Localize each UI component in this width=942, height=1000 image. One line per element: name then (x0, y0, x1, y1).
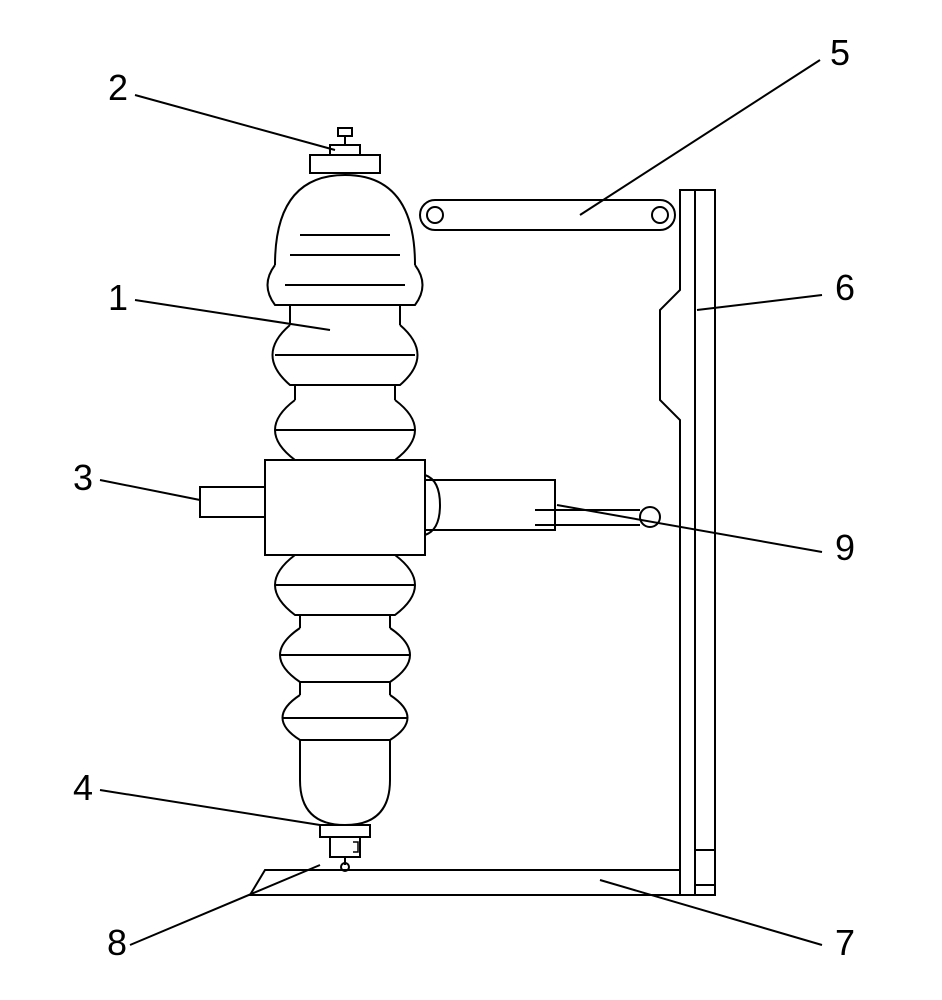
label-5: 5 (830, 32, 850, 73)
label-4: 4 (73, 767, 93, 808)
top-terminal (310, 128, 380, 173)
bottom-platform (250, 870, 680, 895)
middle-support-arm (535, 507, 660, 527)
label-9: 9 (835, 527, 855, 568)
upper-support-arm (420, 200, 675, 230)
technical-diagram: 1 2 3 4 5 6 7 8 9 (0, 0, 942, 1000)
label-3: 3 (73, 457, 93, 498)
leader-lines: 1 2 3 4 5 6 7 8 9 (73, 32, 855, 963)
label-1: 1 (108, 277, 128, 318)
label-6: 6 (835, 267, 855, 308)
label-8: 8 (107, 922, 127, 963)
label-2: 2 (108, 67, 128, 108)
middle-section (200, 460, 555, 555)
insulator-lower (265, 555, 425, 825)
bottom-terminal (320, 825, 370, 871)
label-7: 7 (835, 922, 855, 963)
insulator-upper (268, 175, 423, 460)
mounting-bracket (660, 190, 715, 895)
